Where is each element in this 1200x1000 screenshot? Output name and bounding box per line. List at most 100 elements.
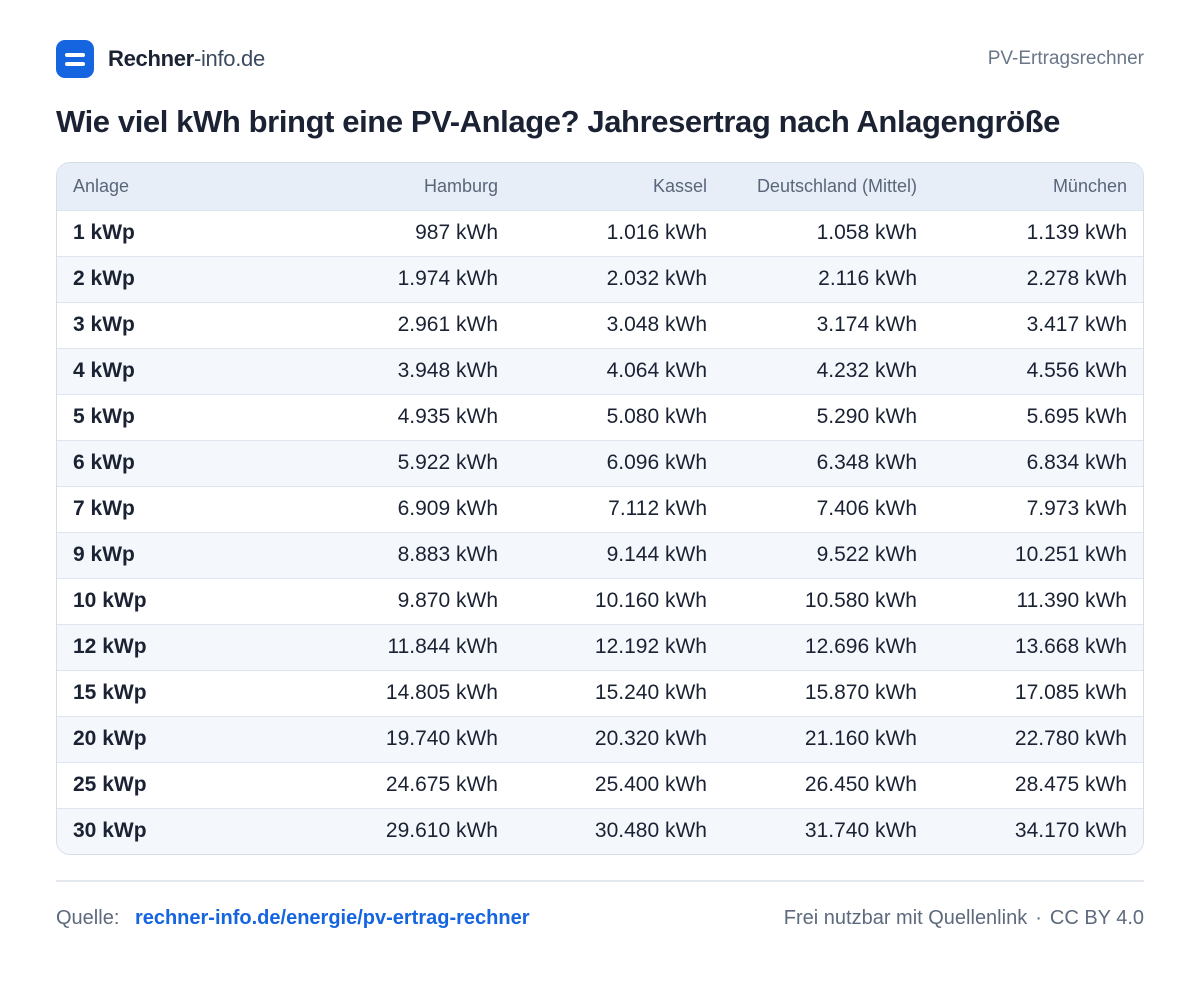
yield-cell: 6.909 kWh [397,497,498,520]
yield-cell: 4.232 kWh [816,359,917,382]
yield-cell: 2.032 kWh [606,267,707,290]
yield-cell: 15.240 kWh [594,681,707,704]
system-size-cell: 6 kWp [73,451,135,474]
yield-cell: 4.556 kWh [1026,359,1127,382]
yield-cell: 1.016 kWh [606,221,707,244]
yield-cell: 12.192 kWh [594,635,707,658]
yield-cell: 8.883 kWh [397,543,498,566]
yield-cell: 10.580 kWh [804,589,917,612]
system-size-cell: 1 kWp [73,221,135,244]
system-size-cell: 15 kWp [73,681,147,704]
yield-cell: 14.805 kWh [385,681,498,704]
yield-cell: 31.740 kWh [804,819,917,843]
yield-cell: 1.139 kWh [1026,221,1127,244]
yield-cell: 21.160 kWh [804,727,917,750]
system-size-cell: 30 kWp [73,819,147,843]
yield-cell: 2.116 kWh [818,267,917,290]
yield-cell: 12.696 kWh [804,635,917,658]
yield-cell: 29.610 kWh [385,819,498,843]
logo-icon [56,40,94,78]
system-size-cell: 9 kWp [73,543,135,566]
yield-cell: 7.973 kWh [1026,497,1127,520]
yield-cell: 3.174 kWh [816,313,917,336]
yield-cell: 5.290 kWh [816,405,917,428]
system-size-cell: 25 kWp [73,773,147,796]
table-row: 4 kWp 3.948 kWh 4.064 kWh 4.232 kWh 4.556 kW… [57,348,1143,394]
table-row: 9 kWp 8.883 kWh 9.144 kWh 9.522 kWh 10.251 k… [57,532,1143,578]
yield-table-container: Anlage Hamburg Kassel Deutschland (Mittel) M… [56,162,1144,855]
yield-cell: 30.480 kWh [594,819,707,843]
yield-cell: 3.948 kWh [397,359,498,382]
column-header: Hamburg [423,175,498,196]
source: Quelle: rechner-info.de/energie/pv-ertra… [56,907,530,930]
system-size-cell: 4 kWp [73,359,135,382]
system-size-cell: 2 kWp [73,267,135,290]
table-header-row: Anlage Hamburg Kassel Deutschland (Mittel) M… [57,163,1143,210]
table-body: 1 kWp 987 kWh 1.016 kWh 1.058 kWh 1.139 kWh 2… [57,210,1143,854]
yield-cell: 28.475 kWh [1014,773,1127,796]
yield-cell: 3.048 kWh [606,313,707,336]
yield-cell: 2.961 kWh [397,313,498,336]
yield-cell: 3.417 kWh [1026,313,1127,336]
yield-cell: 11.390 kWh [1016,589,1127,612]
yield-cell: 6.348 kWh [816,451,917,474]
yield-cell: 7.112 kWh [608,497,707,520]
yield-cell: 24.675 kWh [385,773,498,796]
yield-cell: 5.922 kWh [397,451,498,474]
yield-cell: 19.740 kWh [385,727,498,750]
page-title: Wie viel kWh bringt eine PV-Anlage? Jahr… [56,104,1061,139]
yield-cell: 9.144 kWh [606,543,707,566]
yield-cell: 9.522 kWh [816,543,917,566]
footer-divider [56,880,1144,882]
license: Frei nutzbar mit Quellenlink · CC BY 4.0 [784,907,1144,930]
brand[interactable]: Rechner-info.de [56,40,265,78]
page-tag: PV-Ertragsrechner [987,48,1144,69]
yield-cell: 5.695 kWh [1026,405,1127,428]
yield-cell: 4.935 kWh [397,405,498,428]
system-size-cell: 7 kWp [73,497,135,520]
table-row: 1 kWp 987 kWh 1.016 kWh 1.058 kWh 1.139 kWh [57,210,1143,256]
system-size-cell: 10 kWp [73,589,147,612]
yield-cell: 20.320 kWh [594,727,707,750]
yield-cell: 17.085 kWh [1014,681,1127,704]
yield-cell: 11.844 kWh [387,635,498,658]
source-label: Quelle: [56,906,120,929]
table-row: 7 kWp 6.909 kWh 7.112 kWh 7.406 kWh 7.973 kW… [57,486,1143,532]
source-link[interactable]: rechner-info.de/energie/pv-ertrag-rechne… [134,906,530,929]
brand-name-light: -info.de [193,46,265,71]
yield-cell: 987 kWh [415,221,498,244]
table-row: 2 kWp 1.974 kWh 2.032 kWh 2.116 kWh 2.278 kW… [57,256,1143,302]
table-row: 10 kWp 9.870 kWh 10.160 kWh 10.580 kWh 11.39… [57,578,1143,624]
license-text: Frei nutzbar mit Quellenlink [783,906,1028,929]
yield-cell: 1.058 kWh [816,221,917,244]
table-row: 20 kWp 19.740 kWh 20.320 kWh 21.160 kWh 22.7… [57,716,1143,762]
table-row: 30 kWp 29.610 kWh 30.480 kWh 31.740 kWh 34.1… [57,808,1143,854]
system-size-cell: 12 kWp [73,635,147,658]
column-header: Kassel [652,175,707,196]
table-row: 6 kWp 5.922 kWh 6.096 kWh 6.348 kWh 6.834 kW… [57,440,1143,486]
license-separator: · [1035,906,1042,929]
table-row: 3 kWp 2.961 kWh 3.048 kWh 3.174 kWh 3.417 kW… [57,302,1143,348]
yield-cell: 22.780 kWh [1014,727,1127,750]
table-row: 12 kWp 11.844 kWh 12.192 kWh 12.696 kWh 13.6… [57,624,1143,670]
column-header: Anlage [73,175,130,196]
yield-cell: 4.064 kWh [606,359,707,382]
yield-cell: 1.974 kWh [397,267,498,290]
yield-cell: 6.096 kWh [606,451,707,474]
yield-cell: 10.251 kWh [1014,543,1127,566]
system-size-cell: 20 kWp [73,727,147,750]
column-header: Deutschland (Mittel) [756,175,917,196]
brand-name: Rechner-info.de [108,46,265,72]
site-header: Rechner-info.de PV-Ertragsrechner [56,40,1144,78]
table-row: 25 kWp 24.675 kWh 25.400 kWh 26.450 kWh 28.4… [57,762,1143,808]
system-size-cell: 3 kWp [73,313,135,336]
yield-cell: 9.870 kWh [397,589,498,612]
system-size-cell: 5 kWp [73,405,135,428]
yield-cell: 34.170 kWh [1014,819,1127,843]
yield-cell: 13.668 kWh [1014,635,1127,658]
yield-cell: 2.278 kWh [1026,267,1127,290]
yield-cell: 7.406 kWh [816,497,917,520]
yield-cell: 6.834 kWh [1026,451,1127,474]
yield-cell: 10.160 kWh [594,589,707,612]
yield-cell: 26.450 kWh [804,773,917,796]
